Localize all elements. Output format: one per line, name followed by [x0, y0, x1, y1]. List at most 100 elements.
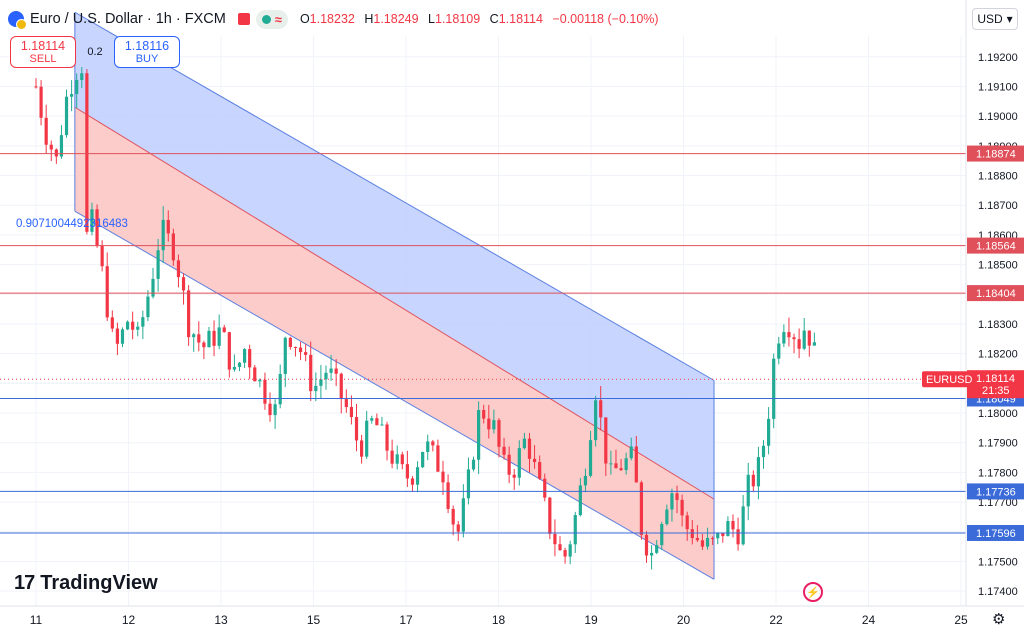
candle-body	[548, 497, 552, 534]
candle-body	[39, 86, 43, 118]
candle-body	[777, 343, 781, 359]
candle-body	[553, 533, 557, 545]
candle-body	[207, 330, 211, 348]
candle-body	[410, 478, 415, 485]
candle-body	[298, 347, 303, 353]
symbol-title[interactable]: Euro / U.S. Dollar · 1h · FXCM	[30, 11, 226, 27]
level-price-box	[967, 237, 1024, 254]
candle-body	[705, 537, 710, 547]
price-tick-label: 1.18300	[978, 319, 1018, 331]
ohlc-high-label: H	[364, 12, 374, 26]
price-tick-label: 1.19200	[978, 52, 1018, 64]
tradingview-logo[interactable]: 17 TradingView	[14, 572, 158, 595]
candle-body	[538, 462, 542, 479]
ohlc-values: O1.18232 H1.18249 L1.18109 C1.18114 −0.0…	[300, 12, 665, 26]
candle-body	[588, 440, 593, 476]
ohlc-change: −0.00118 (−0.10%)	[552, 12, 659, 26]
candle-body	[151, 278, 155, 297]
candle-body	[502, 446, 506, 455]
price-tick-label: 1.18800	[978, 171, 1018, 183]
candle-body	[75, 79, 79, 95]
candle-body	[339, 373, 343, 400]
candle-body	[110, 317, 114, 329]
candle-body	[767, 418, 771, 446]
level-price-box	[967, 483, 1024, 500]
candle-body	[273, 404, 277, 416]
wave-icon: ≈	[274, 11, 282, 27]
candle-body	[309, 354, 313, 392]
candle-body	[695, 538, 699, 541]
candle-body	[212, 330, 216, 346]
sell-button[interactable]: 1.18114 SELL	[10, 36, 76, 68]
price-tick-label: 1.18500	[978, 260, 1018, 272]
buy-button[interactable]: 1.18116 BUY	[114, 36, 180, 68]
candle-body	[344, 399, 348, 408]
level-price-label: 1.18404	[976, 288, 1016, 300]
candle-body	[248, 349, 252, 368]
candle-body	[624, 458, 628, 471]
candle-body	[365, 420, 369, 457]
candle-body	[141, 317, 145, 327]
candle-body	[492, 420, 496, 430]
tradingview-mark-icon: 17	[14, 572, 35, 594]
candle-body	[711, 537, 715, 539]
gear-icon[interactable]: ⚙	[992, 611, 1006, 628]
candle-body	[655, 545, 659, 553]
candle-body	[49, 144, 53, 150]
time-tick-label: 12	[122, 613, 136, 627]
candle-body	[161, 219, 165, 251]
price-tick-label: 1.18000	[978, 408, 1018, 420]
candle-body	[304, 352, 308, 355]
candle-body	[782, 332, 786, 344]
time-tick-label: 15	[307, 613, 321, 627]
price-tick-label: 1.19100	[978, 81, 1018, 93]
candle-body	[792, 337, 796, 340]
chart-header: Euro / U.S. Dollar · 1h · FXCM ≈ O1.1823…	[8, 8, 665, 30]
candle-body	[772, 358, 776, 419]
candle-body	[176, 260, 181, 278]
candle-body	[166, 219, 170, 234]
candle-body	[507, 454, 511, 475]
candle-body	[95, 209, 99, 246]
candle-body	[756, 457, 761, 487]
trade-panel: 1.18114 SELL 0.2 1.18116 BUY	[10, 36, 180, 68]
candle-body	[380, 424, 384, 426]
ohlc-open-label: O	[299, 12, 310, 26]
market-open-indicator[interactable]: ≈	[255, 9, 288, 29]
level-price-box	[967, 524, 1024, 541]
sell-label: SELL	[29, 53, 57, 65]
candle-body	[690, 529, 694, 539]
candle-body	[614, 463, 618, 469]
candle-body	[639, 482, 644, 535]
candle-body	[721, 533, 725, 537]
price-tick-label: 1.18200	[978, 349, 1018, 361]
candle-body	[329, 368, 333, 373]
candle-body	[146, 296, 150, 318]
currency-selector[interactable]: USD ▾	[972, 8, 1018, 30]
time-tick-label: 18	[492, 613, 506, 627]
ohlc-low: 1.18109	[435, 12, 481, 26]
ohlc-low-label: L	[428, 12, 435, 26]
candle-body	[278, 373, 282, 405]
candle-body	[268, 403, 272, 416]
candle-body	[227, 332, 231, 370]
candle-body	[334, 368, 338, 374]
buy-price: 1.18116	[124, 39, 170, 53]
candle-body	[187, 290, 191, 338]
candle-body	[426, 441, 430, 452]
candle-body	[90, 209, 94, 232]
candle-body	[421, 451, 425, 468]
candle-body	[670, 493, 674, 510]
candle-body	[202, 342, 206, 348]
candle-body	[629, 446, 633, 459]
channel-upper-line	[74, 11, 715, 381]
candle-body	[482, 410, 486, 419]
lightning-icon[interactable]: ⚡	[803, 582, 823, 602]
candle-body	[222, 327, 226, 333]
candle-body	[385, 424, 389, 451]
candle-body	[34, 86, 38, 88]
candle-body	[54, 149, 58, 157]
candle-body	[197, 334, 201, 343]
candle-body	[242, 349, 247, 363]
